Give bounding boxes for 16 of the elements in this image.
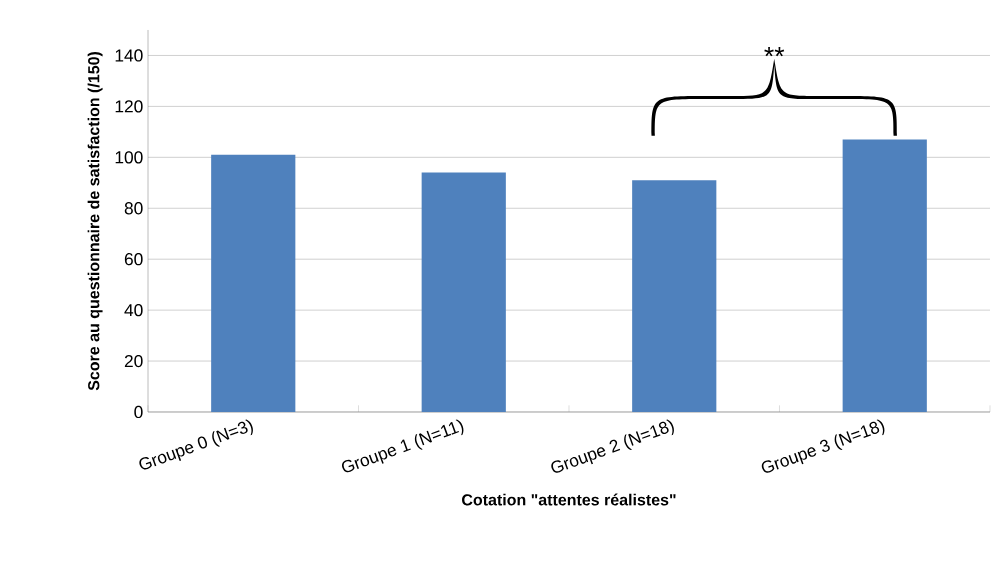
y-tick-label: 120 <box>115 100 143 113</box>
x-tick-label: Groupe 0 (N=3) <box>139 419 253 470</box>
y-tick-label: 140 <box>115 49 143 62</box>
y-axis-title: Score au questionnaire de satisfaction (/150) <box>87 51 103 391</box>
y-tick-label: 60 <box>124 253 143 266</box>
bar <box>632 180 717 412</box>
bar <box>842 139 927 412</box>
annotation: ** <box>764 46 785 57</box>
y-tick-label: 80 <box>124 202 143 215</box>
bar <box>421 172 506 412</box>
bar <box>211 154 296 412</box>
y-tick-label: 40 <box>124 303 143 317</box>
y-tick-label: 0 <box>134 405 143 419</box>
x-axis-title: Cotation "attentes réalistes" <box>462 493 676 506</box>
y-tick-label: 20 <box>124 354 143 368</box>
y-tick-label: 100 <box>115 151 143 164</box>
